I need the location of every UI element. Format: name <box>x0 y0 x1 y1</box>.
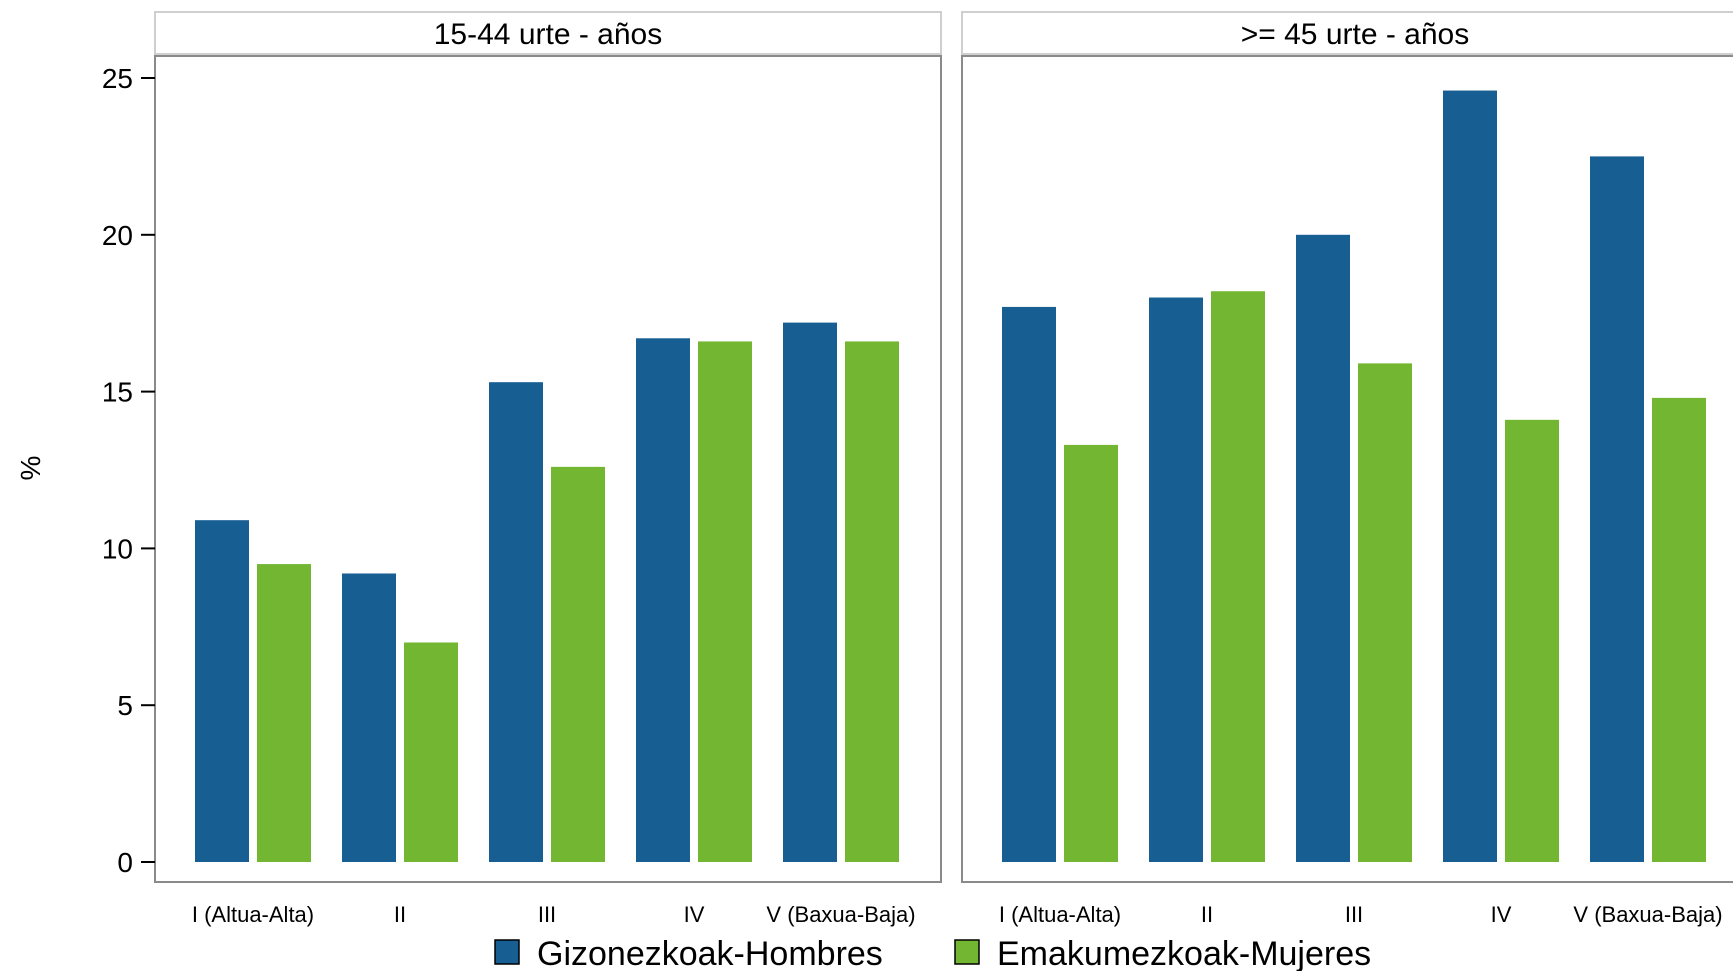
bar <box>1149 297 1203 862</box>
bar <box>783 322 837 862</box>
bar <box>489 382 543 862</box>
y-tick-label: 5 <box>117 690 133 721</box>
category-label: IV <box>684 902 705 927</box>
category-label: IV <box>1491 902 1512 927</box>
bar <box>1505 419 1559 862</box>
y-axis: 0 5 10 15 20 25 <box>102 63 155 878</box>
category-label: V (Baxua-Baja) <box>766 902 915 927</box>
bar <box>1002 306 1056 863</box>
bar <box>1652 397 1706 862</box>
category-label: III <box>1345 902 1363 927</box>
bar <box>1443 90 1497 862</box>
y-tick-label: 0 <box>117 847 133 878</box>
bar <box>1064 444 1118 862</box>
panel-header <box>961 11 1733 55</box>
panel-title: >= 45 urte - años <box>1241 18 1470 51</box>
plot-frame <box>961 55 1733 883</box>
category-label: II <box>394 902 406 927</box>
bar <box>195 520 249 862</box>
bar <box>342 573 396 862</box>
bar <box>551 466 605 862</box>
category-label: V (Baxua-Baja) <box>1573 902 1722 927</box>
category-label: I (Altua-Alta) <box>192 902 314 927</box>
legend-swatch <box>494 939 520 965</box>
bar <box>257 564 311 862</box>
y-tick-label: 15 <box>102 377 133 408</box>
panel-header <box>154 11 942 55</box>
bar <box>845 341 899 862</box>
legend-item: Gizonezkoak-Hombres <box>494 935 883 971</box>
bar <box>636 338 690 863</box>
bar <box>404 642 458 862</box>
legend-label: Emakumezkoak-Mujeres <box>997 935 1371 971</box>
y-tick-label: 20 <box>102 220 133 251</box>
legend-item: Emakumezkoak-Mujeres <box>954 935 1371 971</box>
y-tick-label: 25 <box>102 63 133 94</box>
bar <box>1296 234 1350 863</box>
category-label: III <box>538 902 556 927</box>
legend-label: Gizonezkoak-Hombres <box>537 935 883 971</box>
bar <box>1211 291 1265 862</box>
y-tick-label: 10 <box>102 533 133 564</box>
plot-frame <box>154 55 942 883</box>
category-label: I (Altua-Alta) <box>999 902 1121 927</box>
legend-swatch <box>954 939 980 965</box>
bar <box>1590 156 1644 862</box>
y-axis-title: % <box>15 456 46 481</box>
panel-title: 15-44 urte - años <box>434 18 662 51</box>
category-label: II <box>1201 902 1213 927</box>
bar <box>1358 363 1412 862</box>
bar <box>698 341 752 862</box>
legend: Gizonezkoak-Hombres Emakumezkoak-Mujeres <box>494 935 1371 971</box>
